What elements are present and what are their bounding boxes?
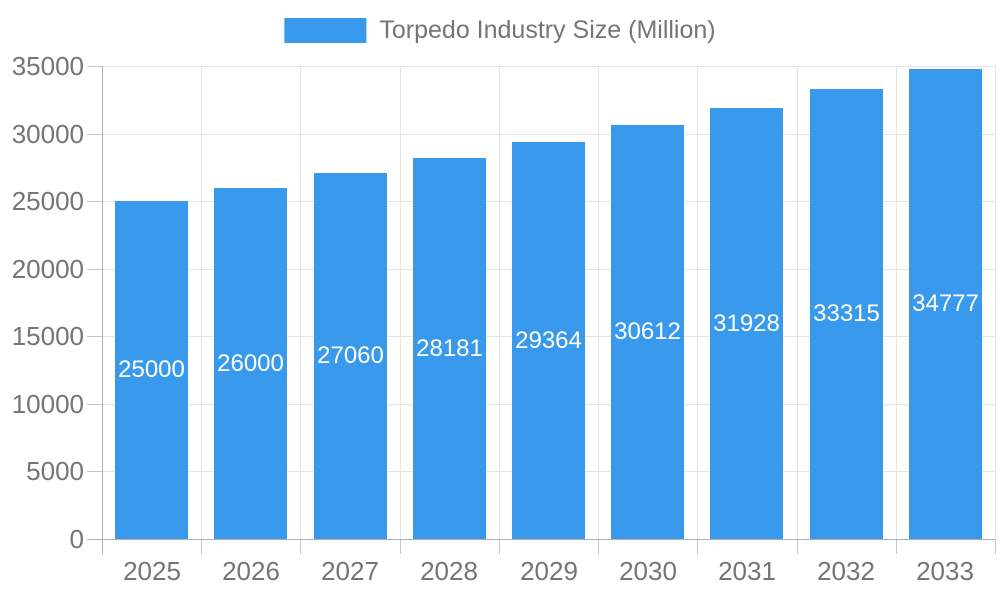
y-axis-tick-label: 5000 bbox=[26, 456, 84, 486]
bar-value-label: 28181 bbox=[416, 334, 483, 362]
y-axis-tick-mark bbox=[87, 134, 102, 135]
x-axis-line bbox=[87, 539, 995, 540]
grid-line-x bbox=[598, 66, 599, 539]
legend-item[interactable]: Torpedo Industry Size (Million) bbox=[284, 16, 716, 44]
bar-value-label: 26000 bbox=[217, 349, 284, 377]
x-axis-tick-label: 2032 bbox=[817, 556, 875, 586]
x-axis-tick-label: 2030 bbox=[619, 556, 677, 586]
grid-line-y bbox=[102, 66, 995, 67]
grid-line-x bbox=[896, 66, 897, 539]
x-axis-tick-mark bbox=[598, 539, 599, 554]
x-axis-tick-label: 2027 bbox=[321, 556, 379, 586]
y-axis-tick-mark bbox=[87, 269, 102, 270]
bar-value-label: 27060 bbox=[317, 342, 384, 369]
grid-line-x bbox=[300, 66, 301, 539]
bar[interactable]: 31928 bbox=[710, 108, 783, 539]
x-axis-tick-mark bbox=[499, 539, 500, 554]
bar[interactable]: 27060 bbox=[314, 173, 387, 539]
x-axis-tick-mark bbox=[201, 539, 202, 554]
y-axis-tick-label: 10000 bbox=[11, 389, 84, 419]
bar[interactable]: 26000 bbox=[214, 188, 287, 539]
y-axis-tick-mark bbox=[87, 404, 102, 405]
bar[interactable]: 28181 bbox=[413, 158, 486, 539]
grid-line-x bbox=[995, 66, 996, 539]
bar-value-label: 29364 bbox=[515, 326, 582, 354]
x-axis-tick-label: 2026 bbox=[222, 556, 280, 586]
y-axis-tick-mark bbox=[87, 201, 102, 202]
x-axis-tick-label: 2028 bbox=[420, 556, 478, 586]
x-axis-tick-label: 2033 bbox=[916, 556, 974, 586]
bar-value-label: 25000 bbox=[118, 356, 185, 383]
y-axis-tick-mark bbox=[87, 471, 102, 472]
legend-swatch bbox=[284, 18, 367, 43]
bar[interactable]: 30612 bbox=[611, 125, 684, 539]
bar[interactable]: 33315 bbox=[810, 89, 883, 539]
x-axis-tick-mark bbox=[400, 539, 401, 554]
y-axis-line bbox=[102, 66, 103, 554]
bar[interactable]: 29364 bbox=[512, 142, 585, 539]
bar[interactable]: 25000 bbox=[115, 201, 188, 539]
x-axis-tick-label: 2029 bbox=[520, 556, 578, 586]
bar[interactable]: 34777 bbox=[909, 69, 982, 539]
grid-line-x bbox=[400, 66, 401, 539]
x-axis-tick-mark bbox=[797, 539, 798, 554]
bar-value-label: 31928 bbox=[713, 309, 780, 337]
x-axis-tick-mark bbox=[300, 539, 301, 554]
y-axis-tick-label: 20000 bbox=[11, 254, 84, 284]
bar-value-label: 30612 bbox=[614, 318, 681, 345]
grid-line-x bbox=[697, 66, 698, 539]
grid-line-x bbox=[201, 66, 202, 539]
y-axis-tick-mark bbox=[87, 66, 102, 67]
x-axis-tick-label: 2031 bbox=[718, 556, 776, 586]
grid-line-x bbox=[499, 66, 500, 539]
y-axis-tick-label: 30000 bbox=[11, 119, 84, 149]
x-axis-tick-mark bbox=[896, 539, 897, 554]
x-axis-tick-mark bbox=[697, 539, 698, 554]
grid-line-x bbox=[797, 66, 798, 539]
y-axis-tick-label: 15000 bbox=[11, 321, 84, 351]
bar-value-label: 34777 bbox=[912, 290, 979, 317]
y-axis-tick-label: 0 bbox=[69, 524, 84, 554]
x-axis-tick-label: 2025 bbox=[123, 556, 181, 586]
bar-value-label: 33315 bbox=[813, 300, 880, 327]
y-axis-tick-label: 25000 bbox=[11, 186, 84, 216]
legend-label: Torpedo Industry Size (Million) bbox=[379, 16, 716, 44]
y-axis-tick-label: 35000 bbox=[11, 51, 84, 81]
x-axis-tick-mark bbox=[995, 539, 996, 554]
grid-line-y bbox=[102, 134, 995, 135]
y-axis-tick-mark bbox=[87, 336, 102, 337]
